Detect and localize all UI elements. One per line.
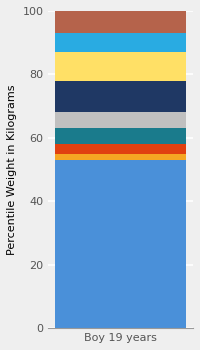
Bar <box>55 144 186 154</box>
Bar <box>55 81 186 112</box>
Bar <box>55 160 186 328</box>
Bar <box>55 128 186 144</box>
Bar <box>55 154 186 160</box>
Bar <box>55 52 186 81</box>
Bar <box>55 112 186 128</box>
Y-axis label: Percentile Weight in Kilograms: Percentile Weight in Kilograms <box>7 84 17 255</box>
Bar <box>55 11 186 33</box>
Bar <box>55 33 186 52</box>
